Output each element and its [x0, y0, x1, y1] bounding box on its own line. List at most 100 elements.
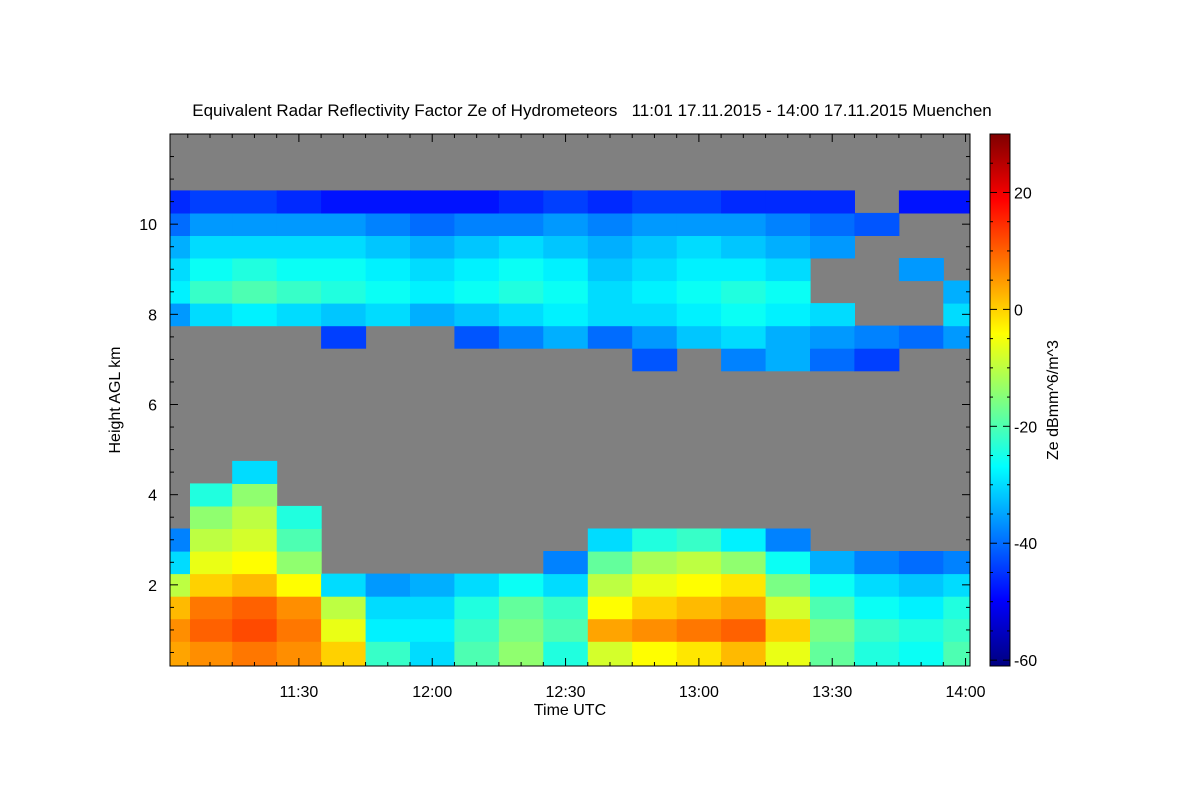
- colorbar-tick-label: -40: [1014, 536, 1037, 553]
- heatmap-cell: [943, 618, 970, 642]
- heatmap-cell: [765, 235, 811, 259]
- heatmap-cell: [721, 190, 767, 214]
- heatmap-cell: [543, 618, 589, 642]
- colorbar-tick-label: -60: [1014, 653, 1037, 670]
- heatmap-cell: [232, 573, 278, 597]
- heatmap-cell: [543, 258, 589, 282]
- x-tick-label: 13:30: [812, 684, 852, 701]
- heatmap-cell: [454, 212, 500, 236]
- heatmap-cell: [190, 573, 233, 597]
- heatmap-cell: [321, 325, 367, 349]
- heatmap-cell: [810, 348, 855, 372]
- heatmap-cell: [454, 258, 500, 282]
- heatmap-cell: [365, 235, 411, 259]
- heatmap-cell: [276, 280, 322, 304]
- heatmap-cell: [170, 303, 191, 327]
- heatmap-cell: [587, 641, 633, 666]
- heatmap-cell: [170, 212, 191, 236]
- heatmap-cell: [587, 551, 633, 575]
- heatmap-cell: [321, 573, 367, 597]
- heatmap-cell: [190, 235, 233, 259]
- heatmap-cell: [810, 325, 855, 349]
- heatmap-cell: [454, 280, 500, 304]
- heatmap-cell: [321, 596, 367, 620]
- heatmap-cell: [810, 618, 855, 642]
- heatmap-cell: [587, 618, 633, 642]
- heatmap-cell: [321, 212, 367, 236]
- heatmap-cell: [854, 551, 900, 575]
- heatmap-cell: [454, 573, 500, 597]
- heatmap-cell: [765, 258, 811, 282]
- heatmap-cell: [365, 618, 411, 642]
- heatmap-cell: [190, 483, 233, 507]
- heatmap-cell: [632, 596, 678, 620]
- heatmap-cell: [632, 190, 678, 214]
- heatmap-cell: [676, 618, 722, 642]
- x-tick-label: 12:00: [412, 684, 452, 701]
- heatmap-cell: [810, 212, 855, 236]
- heatmap-cell: [632, 641, 678, 666]
- heatmap-cell: [410, 258, 455, 282]
- heatmap-cell: [898, 596, 944, 620]
- heatmap-cell: [321, 280, 367, 304]
- heatmap-cell: [276, 618, 322, 642]
- heatmap-cell: [943, 596, 970, 620]
- heatmap-cell: [276, 190, 322, 214]
- heatmap-cell: [632, 235, 678, 259]
- heatmap-cell: [587, 280, 633, 304]
- heatmap-cell: [498, 303, 544, 327]
- colorbar-tick-label: -20: [1014, 419, 1037, 436]
- heatmap-cell: [810, 573, 855, 597]
- heatmap-cell: [632, 348, 678, 372]
- heatmap-cell: [721, 528, 767, 552]
- heatmap-cell: [854, 618, 900, 642]
- heatmap-cell: [170, 190, 191, 214]
- heatmap-cell: [170, 528, 191, 552]
- heatmap-cell: [454, 596, 500, 620]
- heatmap-cell: [765, 573, 811, 597]
- heatmap-cell: [410, 573, 455, 597]
- heatmap-cell: [543, 190, 589, 214]
- heatmap-cell: [676, 325, 722, 349]
- heatmap-cell: [721, 303, 767, 327]
- heatmap-cell: [276, 573, 322, 597]
- heatmap-cell: [498, 280, 544, 304]
- heatmap-cell: [765, 528, 811, 552]
- heatmap-cell: [365, 258, 411, 282]
- heatmap-cell: [543, 596, 589, 620]
- heatmap-cell: [498, 190, 544, 214]
- heatmap-cell: [898, 190, 944, 214]
- heatmap-cell: [454, 325, 500, 349]
- x-tick-label: 13:00: [679, 684, 719, 701]
- heatmap-cell: [676, 258, 722, 282]
- heatmap-cell: [498, 325, 544, 349]
- heatmap-cell: [232, 258, 278, 282]
- heatmap-cell: [410, 212, 455, 236]
- heatmap-cell: [854, 641, 900, 666]
- heatmap-cell: [276, 212, 322, 236]
- x-tick-label: 14:00: [946, 684, 986, 701]
- heatmap-cell: [232, 641, 278, 666]
- heatmap-cell: [321, 618, 367, 642]
- heatmap-cell: [854, 596, 900, 620]
- heatmap-cell: [810, 190, 855, 214]
- heatmap-cell: [170, 235, 191, 259]
- heatmap-cell: [587, 212, 633, 236]
- heatmap-cell: [365, 280, 411, 304]
- heatmap-cell: [365, 303, 411, 327]
- heatmap-cell: [498, 235, 544, 259]
- heatmap-cell: [587, 528, 633, 552]
- heatmap-cell: [765, 212, 811, 236]
- heatmap-cell: [190, 641, 233, 666]
- heatmap-cell: [232, 618, 278, 642]
- heatmap-cell: [190, 596, 233, 620]
- heatmap-cell: [898, 325, 944, 349]
- heatmap-cell: [810, 235, 855, 259]
- y-axis-label: Height AGL km: [107, 346, 124, 453]
- heatmap-cell: [543, 280, 589, 304]
- heatmap-cell: [632, 212, 678, 236]
- x-axis-ticks: 11:30 12:00 12:30 13:00 13:30 14:00: [187, 134, 986, 701]
- heatmap-cell: [587, 190, 633, 214]
- heatmap-cell: [854, 325, 900, 349]
